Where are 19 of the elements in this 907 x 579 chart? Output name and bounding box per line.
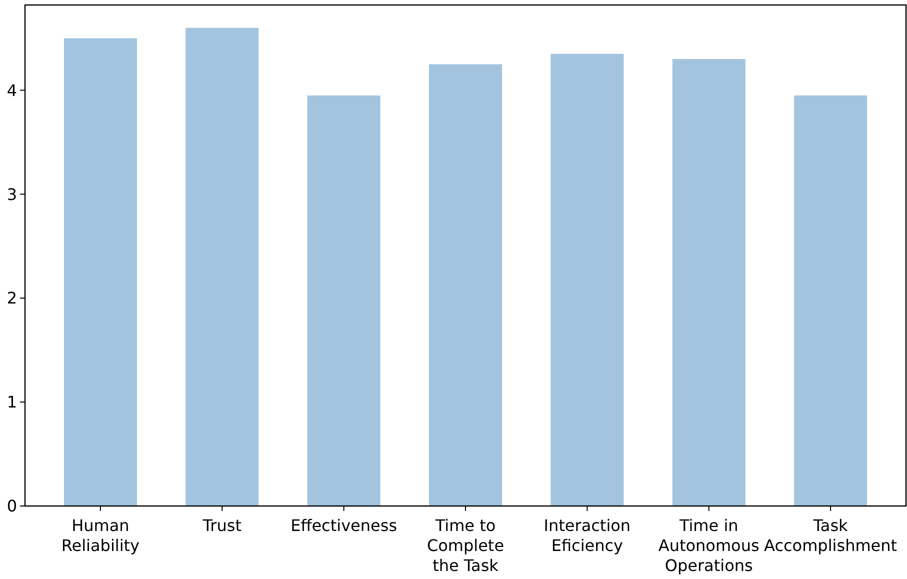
- y-tick-label: 2: [6, 288, 17, 308]
- x-tick-label: Human Reliability: [61, 516, 140, 555]
- x-tick-label: Task Accomplishment: [764, 516, 898, 555]
- x-tick-label: Time to Complete the Task: [426, 516, 504, 575]
- x-tick-label: Interaction Eficiency: [544, 516, 631, 555]
- x-tick-label: Effectiveness: [290, 516, 398, 535]
- bar: [307, 95, 380, 506]
- bar: [428, 64, 502, 506]
- bar: [794, 95, 868, 506]
- x-tick-label: Time in Autonomous Operations: [658, 516, 760, 575]
- y-tick-label: 3: [6, 184, 17, 204]
- y-tick-label: 1: [6, 392, 17, 412]
- y-tick-label: 0: [6, 496, 17, 516]
- x-tick-label: Trust: [202, 516, 242, 535]
- y-tick-label: 4: [6, 80, 17, 100]
- bar: [672, 59, 746, 506]
- bar: [64, 38, 137, 506]
- bar: [186, 28, 259, 506]
- bar: [550, 54, 624, 506]
